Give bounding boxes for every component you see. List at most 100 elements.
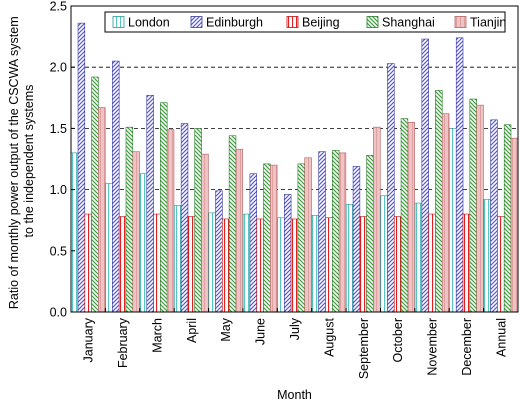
bar-edinburgh-august <box>318 151 326 313</box>
legend-label-london: London <box>128 16 170 30</box>
bar-tianjin-september <box>373 126 381 313</box>
bar-london-november <box>414 202 423 313</box>
bar-london-december <box>449 128 457 313</box>
bar-tianjin-march <box>166 129 175 313</box>
bar-beijing-august <box>325 217 333 313</box>
y-axis-title: Ratio of monthly power output of the CSC… <box>7 13 36 309</box>
bar-london-september <box>345 203 354 313</box>
bar-shanghai-august <box>331 150 340 313</box>
bar-beijing-july <box>290 218 299 313</box>
bar-shanghai-march <box>160 102 168 313</box>
legend-swatch-shanghai <box>366 16 379 28</box>
legend-label-tianjin: Tianjin <box>470 16 506 30</box>
bar-edinburgh-november <box>421 38 429 313</box>
legend-label-beijing: Beijing <box>302 16 340 30</box>
bar-tianjin-april <box>201 153 209 313</box>
bar-tianjin-july <box>304 157 312 313</box>
x-axis-ticks: January February March April May June July Augu… <box>82 308 508 379</box>
y-axis-title-line-2: to the independent systems <box>22 85 36 238</box>
bar-tianjin-december <box>476 104 484 313</box>
x-tick-label: March <box>150 318 164 353</box>
y-tick-label: 0.5 <box>50 244 67 258</box>
bar-tianjin-june <box>270 164 278 313</box>
bar-london-october <box>380 195 388 313</box>
bar-edinburgh-march <box>146 95 154 313</box>
bar-shanghai-annual <box>503 124 512 313</box>
x-axis-title: Month <box>277 388 312 402</box>
bar-london-may <box>208 212 216 313</box>
bar-london-february <box>105 183 113 313</box>
bar-london-april <box>174 205 182 313</box>
bar-london-march <box>139 173 148 313</box>
legend: London Edinburgh Beijing Shanghai Tianjin <box>104 11 506 33</box>
x-tick-label: June <box>254 318 268 345</box>
bar-edinburgh-september <box>352 166 361 313</box>
x-tick-label: February <box>116 317 130 368</box>
bars <box>70 22 519 313</box>
y-axis-title-line-1: Ratio of monthly power output of the CSC… <box>7 16 21 309</box>
bar-london-january <box>70 152 79 313</box>
bar-beijing-december <box>462 213 471 313</box>
bar-shanghai-february <box>125 126 134 313</box>
bar-edinburgh-may <box>215 190 223 313</box>
y-tick-label: 2.0 <box>50 61 67 75</box>
bar-shanghai-december <box>469 98 477 313</box>
x-tick-label: July <box>288 317 302 340</box>
bar-tianjin-october <box>407 121 415 313</box>
bar-tianjin-may <box>235 148 244 313</box>
bar-edinburgh-annual <box>490 119 498 313</box>
bar-beijing-january <box>84 213 92 313</box>
bar-edinburgh-december <box>455 37 464 313</box>
bar-beijing-april <box>187 216 196 313</box>
y-tick-label: 1.0 <box>50 183 67 197</box>
bar-beijing-june <box>256 218 264 313</box>
x-tick-label: May <box>219 317 233 341</box>
x-tick-label: January <box>82 317 96 362</box>
bar-shanghai-september <box>366 155 374 313</box>
y-tick-label: 1.5 <box>50 122 67 136</box>
y-tick-label: 0.0 <box>50 306 67 320</box>
y-tick-label: 2.5 <box>50 0 67 14</box>
x-tick-label: Annual <box>494 318 508 357</box>
legend-label-edinburgh: Edinburgh <box>206 16 263 30</box>
bar-london-june <box>242 213 251 313</box>
x-tick-label: October <box>391 318 405 362</box>
legend-box <box>104 11 506 33</box>
bar-edinburgh-february <box>112 60 120 313</box>
bar-edinburgh-january <box>77 22 86 313</box>
bar-shanghai-april <box>194 128 202 313</box>
legend-swatch-edinburgh <box>190 16 203 28</box>
bar-shanghai-november <box>435 90 443 313</box>
bar-beijing-september <box>359 216 367 313</box>
plot-frame <box>70 5 519 313</box>
bar-edinburgh-october <box>387 63 395 313</box>
bar-tianjin-annual <box>510 137 519 313</box>
bar-beijing-annual <box>497 216 505 313</box>
bar-london-july <box>277 217 285 313</box>
bar-edinburgh-july <box>283 194 292 313</box>
bar-beijing-march <box>153 213 161 313</box>
x-tick-label: December <box>460 318 474 376</box>
bar-tianjin-february <box>132 151 140 313</box>
bar-beijing-november <box>428 213 436 313</box>
bar-london-annual <box>483 199 491 313</box>
bar-edinburgh-june <box>249 173 258 313</box>
bar-shanghai-july <box>297 163 305 313</box>
bar-shanghai-june <box>263 163 271 313</box>
bar-tianjin-november <box>441 113 450 313</box>
bar-shanghai-october <box>400 118 409 313</box>
y-axis-ticks: 0.0 0.5 1.0 1.5 2.0 2.5 <box>50 0 75 320</box>
bar-beijing-may <box>222 218 230 313</box>
bar-tianjin-january <box>98 107 106 313</box>
x-tick-label: August <box>322 317 336 356</box>
legend-swatch-beijing <box>286 16 299 28</box>
x-tick-label: November <box>426 318 440 376</box>
bar-edinburgh-april <box>180 123 189 313</box>
bar-shanghai-may <box>228 135 237 313</box>
bar-beijing-february <box>118 216 127 313</box>
bar-london-august <box>311 215 319 313</box>
bar-shanghai-january <box>91 76 99 313</box>
legend-label-shanghai: Shanghai <box>382 16 435 30</box>
bar-beijing-october <box>393 216 402 313</box>
